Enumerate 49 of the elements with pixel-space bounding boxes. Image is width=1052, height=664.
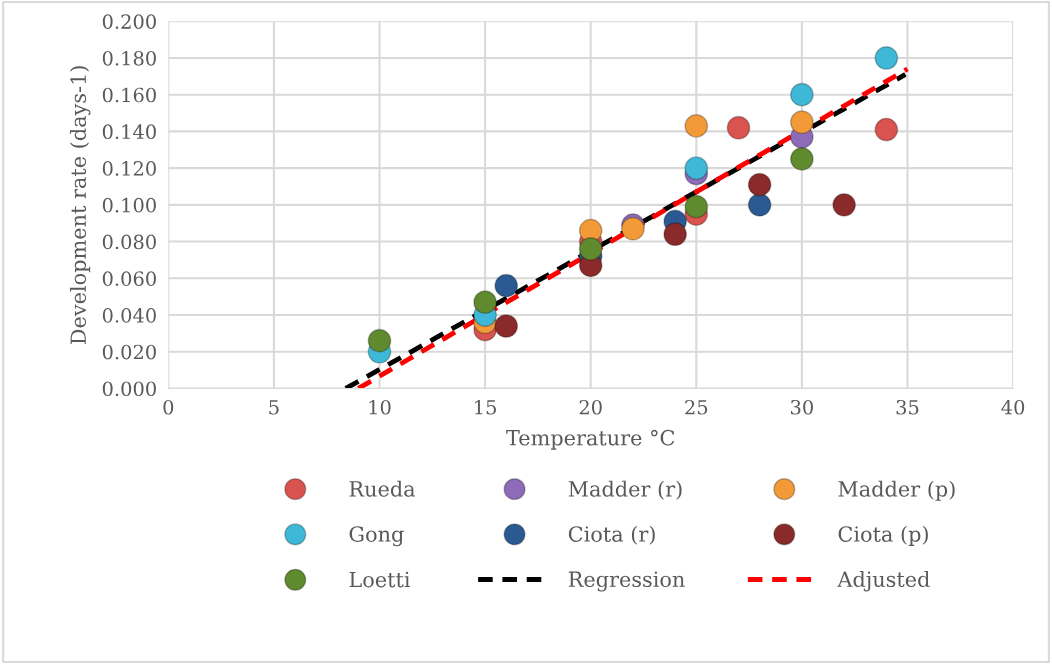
y-tick-label: 0.000 xyxy=(102,381,156,397)
x-axis-title: Temperature °C xyxy=(506,429,675,450)
y-tick-label: 0.120 xyxy=(102,161,156,176)
legend-label: Ciota (r) xyxy=(568,525,655,545)
legend-label: Regression xyxy=(568,571,685,592)
y-tick-label: 0.020 xyxy=(102,344,156,360)
point xyxy=(789,82,814,107)
legend-label: Madder (p) xyxy=(838,480,955,501)
point xyxy=(684,156,709,181)
y-axis-title: Development rate (days-1) xyxy=(69,66,91,345)
y-tick-label: 0.180 xyxy=(102,50,156,66)
point xyxy=(494,273,519,298)
point xyxy=(663,222,688,247)
point xyxy=(726,115,751,140)
y-tick-label: 0.080 xyxy=(102,234,156,250)
y-tick-label: 0.100 xyxy=(102,197,156,213)
y-tick-label: 0.060 xyxy=(102,271,156,286)
point xyxy=(747,172,772,197)
point xyxy=(684,194,709,219)
x-tick-label: 20 xyxy=(579,399,602,415)
y-tick-label: 0.160 xyxy=(102,87,156,103)
legend-label: Adjusted xyxy=(837,570,930,592)
point xyxy=(832,192,857,217)
y-tick-label: 0.140 xyxy=(102,124,156,140)
point xyxy=(874,117,899,142)
point xyxy=(874,46,899,70)
point xyxy=(684,114,709,138)
x-tick-label: 30 xyxy=(791,399,813,415)
x-tick-label: 10 xyxy=(369,399,391,415)
x-tick-label: 25 xyxy=(685,399,708,415)
legend-label: Gong xyxy=(349,526,404,547)
point xyxy=(494,314,519,338)
x-tick-label: 15 xyxy=(475,399,496,415)
legend-label: Madder (r) xyxy=(568,480,682,500)
point xyxy=(789,147,814,171)
y-tick-label: 0.200 xyxy=(102,14,156,29)
legend-label: Rueda xyxy=(349,480,416,497)
legend-label: Ciota (p) xyxy=(838,525,928,546)
legend-label: Loetti xyxy=(349,571,411,588)
point xyxy=(747,192,772,217)
x-tick-label: 40 xyxy=(1001,399,1025,415)
point xyxy=(578,237,603,261)
x-tick-label: 35 xyxy=(896,399,919,415)
point xyxy=(367,328,392,353)
y-tick-label: 0.040 xyxy=(102,307,156,323)
x-tick-label: 0 xyxy=(163,399,174,415)
x-tick-label: 5 xyxy=(269,400,279,415)
point xyxy=(789,110,814,135)
point xyxy=(473,290,497,315)
